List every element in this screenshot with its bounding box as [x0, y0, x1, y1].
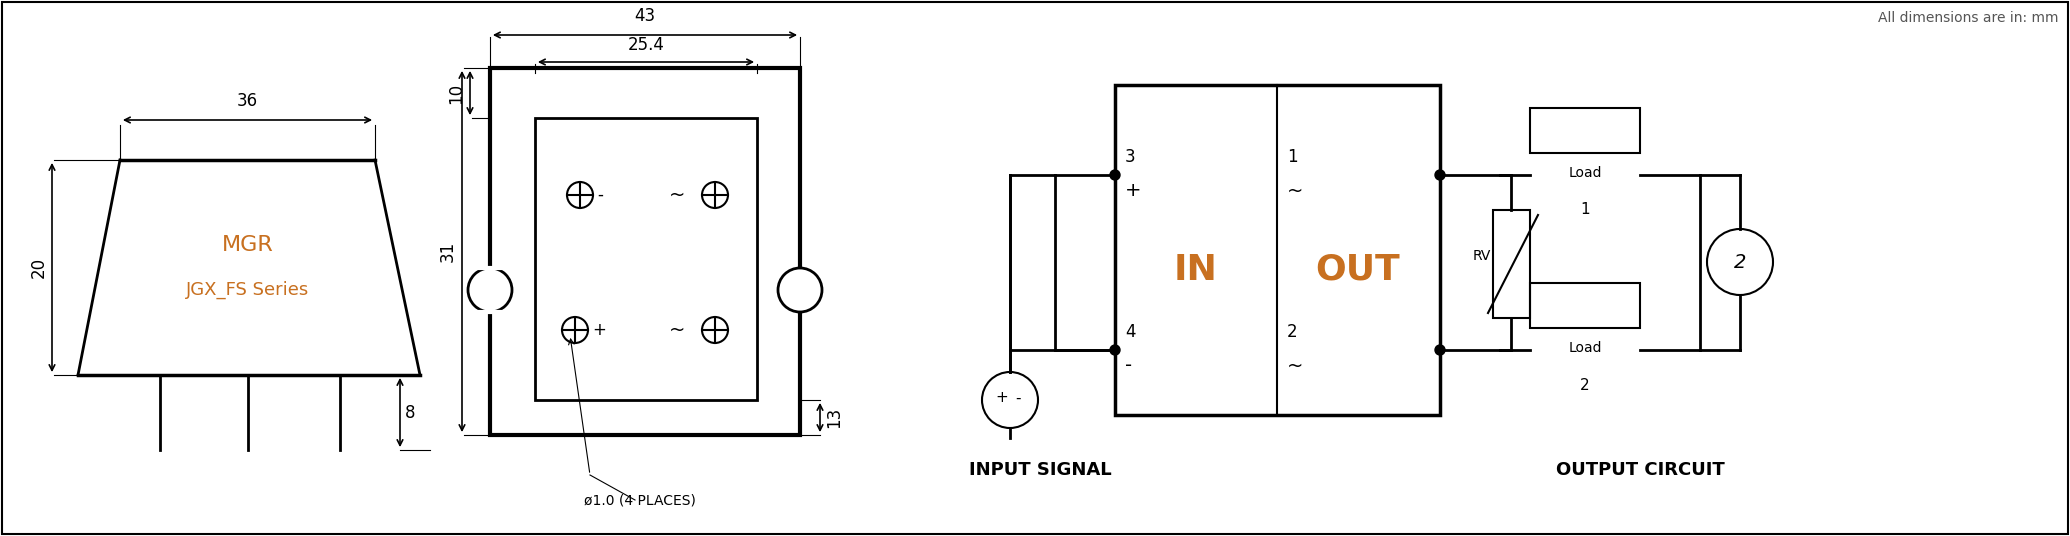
Text: OUTPUT CIRCUIT: OUTPUT CIRCUIT — [1557, 461, 1724, 479]
Text: INPUT SIGNAL: INPUT SIGNAL — [969, 461, 1112, 479]
Circle shape — [468, 268, 511, 312]
Text: ~: ~ — [669, 185, 685, 205]
Text: RV: RV — [1472, 249, 1490, 263]
Text: 43: 43 — [633, 7, 656, 25]
Circle shape — [1435, 170, 1445, 180]
Bar — [1530, 108, 1639, 153]
Text: 1: 1 — [1288, 148, 1298, 166]
Text: Load: Load — [1569, 166, 1602, 180]
Text: Load: Load — [1569, 341, 1602, 355]
Circle shape — [778, 268, 822, 312]
Text: 3: 3 — [1124, 148, 1136, 166]
Text: +: + — [592, 321, 607, 339]
Text: 20: 20 — [29, 257, 48, 278]
Text: 4: 4 — [1124, 323, 1136, 341]
Text: -: - — [596, 186, 602, 204]
Text: 25.4: 25.4 — [627, 36, 664, 54]
Circle shape — [1110, 345, 1120, 355]
Text: JGX_FS Series: JGX_FS Series — [186, 281, 308, 299]
Text: ~: ~ — [1288, 182, 1304, 200]
Text: -: - — [1014, 391, 1021, 406]
Circle shape — [1110, 170, 1120, 180]
Text: -: - — [1124, 356, 1132, 376]
Text: 36: 36 — [236, 92, 259, 110]
Bar — [491, 68, 799, 435]
Text: 13: 13 — [826, 407, 842, 428]
Text: All dimensions are in: mm: All dimensions are in: mm — [1877, 11, 2058, 25]
Text: 2: 2 — [1735, 252, 1747, 272]
Text: ~: ~ — [669, 321, 685, 339]
Text: 10: 10 — [447, 83, 466, 103]
Text: 2: 2 — [1288, 323, 1298, 341]
Text: +: + — [996, 391, 1008, 406]
Bar — [1492, 210, 1530, 318]
Text: +: + — [1124, 182, 1141, 200]
Text: 2: 2 — [1579, 377, 1590, 392]
Text: OUT: OUT — [1317, 253, 1401, 287]
Bar — [1530, 283, 1639, 328]
Circle shape — [1435, 345, 1445, 355]
Text: 8: 8 — [406, 404, 416, 421]
Text: MGR: MGR — [221, 235, 273, 255]
Text: 1: 1 — [1579, 203, 1590, 218]
Text: 31: 31 — [439, 241, 457, 262]
Text: ~: ~ — [1288, 356, 1304, 376]
Bar — [534, 118, 758, 400]
Text: IN: IN — [1174, 253, 1217, 287]
Text: ø1.0 (4 PLACES): ø1.0 (4 PLACES) — [584, 493, 696, 507]
Bar — [1116, 85, 1441, 415]
